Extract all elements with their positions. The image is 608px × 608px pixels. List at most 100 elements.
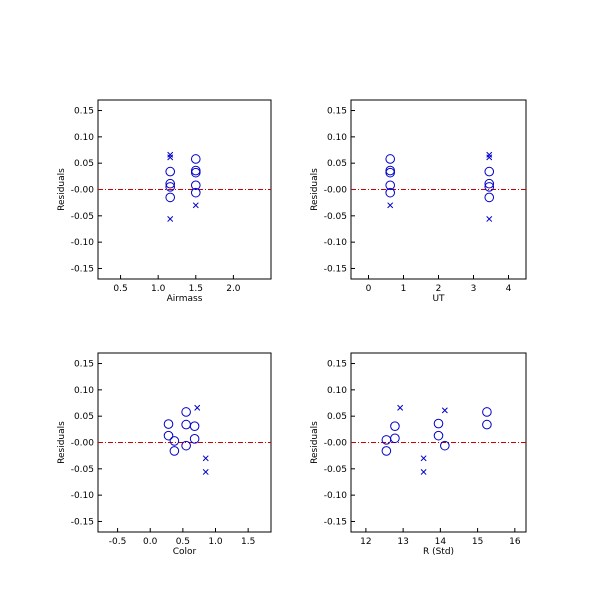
y-axis-label: Residuals: [310, 421, 320, 464]
data-point-cross: [387, 202, 394, 209]
data-point-cross: [202, 455, 209, 462]
data-point-circle: [190, 167, 201, 178]
x-tick-label: 4: [506, 284, 512, 294]
y-tick-label: -0.10: [324, 491, 348, 501]
data-point-circle: [163, 430, 174, 441]
chart-panel-4: -0.15 -0.10 -0.05 -0.00 0.05 0.10 0.15 12 13 14 15…: [310, 352, 527, 557]
data-point-cross: [486, 216, 493, 222]
data-point-circle: [165, 166, 176, 177]
data-point-cross: [167, 216, 174, 222]
data-point-cross: [441, 407, 448, 414]
y-tick-label: -0.10: [324, 238, 348, 248]
data-point-circle: [390, 433, 400, 444]
x-axis-label: UT: [432, 294, 445, 304]
data-point-circle: [165, 178, 176, 189]
y-tick-label: 0.10: [327, 133, 347, 143]
x-tick-label: 1.5: [189, 284, 203, 294]
y-tick-label: 0.15: [327, 107, 347, 117]
y-tick-label: -0.15: [324, 517, 347, 527]
x-tick-label: 0: [366, 284, 372, 294]
data-point-circle: [482, 419, 492, 430]
data-point-circle: [169, 446, 180, 456]
data-point-cross: [486, 151, 493, 158]
data-point-circle: [433, 430, 444, 441]
data-point-circle: [169, 436, 180, 446]
data-point-circle: [165, 182, 176, 192]
x-axis-label: R (Std): [423, 547, 454, 557]
x-axis-label: Color: [173, 547, 197, 557]
y-tick-label: 0.10: [327, 386, 347, 396]
data-point-circle: [381, 446, 392, 456]
data-point-circle: [484, 166, 495, 177]
x-tick-label: 2.0: [226, 284, 241, 294]
data-point-cross: [420, 469, 427, 475]
x-tick-label: 12: [360, 537, 371, 547]
x-tick-label: 1.0: [208, 537, 223, 547]
y-tick-label: -0.05: [324, 465, 347, 475]
y-tick-label: 0.10: [74, 386, 94, 396]
y-tick-label: -0.05: [71, 212, 94, 222]
x-tick-label: 1: [401, 284, 407, 294]
data-point-cross: [202, 469, 209, 475]
y-tick-label: -0.15: [324, 264, 347, 274]
y-tick-label: 0.10: [74, 133, 94, 143]
data-point-circle: [190, 165, 201, 176]
chart-panel-3: -0.15 -0.10 -0.05 -0.00 0.05 0.10 0.15 -0.5 0.0 0…: [57, 352, 272, 557]
data-point-cross: [420, 455, 427, 462]
data-point-circle: [385, 167, 396, 178]
data-point-circle: [190, 180, 201, 191]
data-point-circle: [181, 419, 191, 430]
chart-panel-2: -0.15 -0.10 -0.05 -0.00 0.05 0.10 0.15 0 1 2 3 4 UT R…: [310, 99, 527, 304]
y-tick-label: 0.15: [74, 107, 94, 117]
y-tick-label: 0.05: [327, 159, 347, 169]
x-tick-label: 3: [471, 284, 477, 294]
y-axis-label: Residuals: [57, 421, 67, 464]
data-point-circle: [189, 434, 200, 444]
data-point-circle: [385, 165, 396, 176]
data-point-cross: [194, 404, 201, 411]
y-tick-label: 0.15: [327, 360, 347, 370]
y-tick-label: 0.05: [74, 412, 94, 422]
x-tick-label: 16: [509, 537, 521, 547]
x-tick-label: -0.5: [109, 537, 127, 547]
data-point-cross: [192, 202, 199, 209]
y-tick-label: -0.15: [71, 517, 94, 527]
data-point-circle: [484, 178, 495, 189]
x-tick-label: 1.0: [151, 284, 166, 294]
x-tick-label: 1.5: [241, 537, 255, 547]
data-point-circle: [484, 182, 495, 192]
x-tick-label: 13: [397, 537, 408, 547]
y-tick-label: 0.05: [327, 412, 347, 422]
x-axis-label: Airmass: [167, 294, 203, 304]
x-tick-label: 15: [472, 537, 483, 547]
x-tick-label: 2: [436, 284, 442, 294]
y-tick-label: 0.15: [74, 360, 94, 370]
x-tick-label: 0.5: [176, 537, 190, 547]
y-axis-label: Residuals: [310, 168, 320, 211]
y-tick-label: -0.05: [71, 465, 94, 475]
data-point-circle: [433, 418, 444, 429]
x-tick-label: 0.0: [143, 537, 158, 547]
y-axis-label: Residuals: [57, 168, 67, 211]
data-point-circle: [484, 192, 495, 203]
y-tick-label: -0.00: [71, 186, 95, 196]
data-point-circle: [385, 180, 396, 191]
y-tick-label: -0.10: [71, 491, 95, 501]
y-tick-label: 0.05: [74, 159, 94, 169]
data-point-cross: [486, 154, 493, 161]
data-point-circle: [181, 407, 191, 417]
data-point-circle: [381, 435, 392, 445]
data-point-circle: [181, 440, 191, 451]
x-tick-label: 14: [435, 537, 447, 547]
y-tick-label: -0.00: [71, 439, 95, 449]
data-point-cross: [167, 151, 174, 158]
y-tick-label: -0.00: [324, 439, 348, 449]
data-point-circle: [165, 192, 176, 203]
data-point-circle: [482, 407, 492, 417]
data-point-circle: [440, 440, 450, 451]
y-tick-label: -0.15: [71, 264, 94, 274]
y-tick-label: -0.05: [324, 212, 347, 222]
data-point-circle: [190, 154, 201, 164]
data-point-circle: [189, 421, 200, 431]
